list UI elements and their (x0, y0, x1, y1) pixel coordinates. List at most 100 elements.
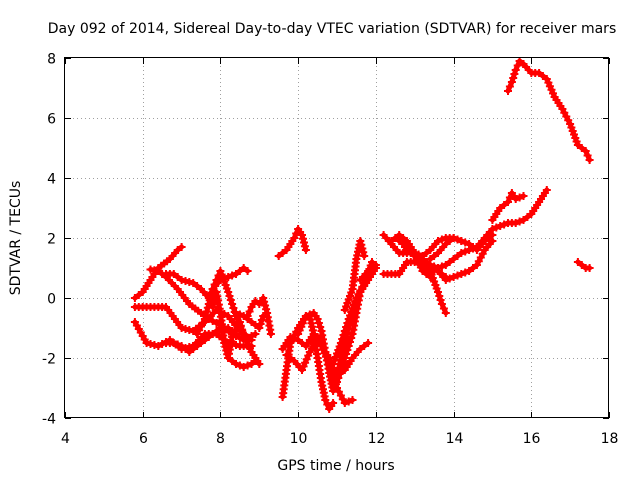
data-series-track-18 (333, 264, 380, 386)
data-point (342, 350, 351, 358)
y-tick-label: -4 (42, 412, 56, 428)
data-point (430, 262, 439, 271)
data-point (229, 304, 238, 312)
data-point (169, 339, 178, 347)
data-point (339, 331, 348, 339)
data-point (434, 264, 442, 272)
data-point (224, 288, 233, 296)
x-axis-label: GPS time / hours (277, 458, 394, 474)
data-point (286, 333, 295, 341)
x-tick-label: 8 (216, 431, 225, 447)
data-point (232, 309, 240, 317)
x-tick-label: 10 (290, 431, 308, 447)
data-point (461, 268, 470, 277)
data-point (333, 378, 341, 386)
data-point (434, 237, 442, 245)
data-point (173, 340, 182, 349)
data-point (439, 304, 448, 313)
y-tick-label: 2 (47, 232, 56, 248)
data-point (255, 324, 264, 332)
data-point (410, 252, 419, 260)
data-point (256, 320, 265, 328)
data-point (509, 74, 518, 82)
data-point (515, 193, 524, 202)
data-series-layer (130, 57, 594, 413)
data-point (519, 192, 528, 200)
data-point (340, 354, 349, 362)
data-point (228, 300, 237, 308)
data-point (585, 264, 594, 272)
data-point (340, 327, 349, 335)
x-tick-label: 18 (601, 431, 619, 447)
data-point (457, 270, 466, 278)
data-point (225, 292, 234, 300)
data-point (210, 280, 219, 289)
data-series-track-22 (379, 237, 497, 284)
y-tick-label: 6 (47, 112, 56, 128)
data-point (510, 70, 519, 78)
data-point (348, 396, 357, 404)
data-point (338, 335, 347, 343)
data-point (585, 156, 594, 164)
data-point (581, 147, 590, 155)
data-point (542, 186, 551, 194)
x-tick-label: 6 (139, 431, 148, 447)
data-series-track-19 (340, 237, 369, 314)
data-point (583, 151, 592, 160)
data-point (251, 357, 260, 365)
x-tick-label: 12 (368, 431, 386, 447)
data-series-track-12 (274, 225, 310, 260)
data-point (243, 267, 252, 275)
data-point (371, 261, 380, 269)
data-point (437, 300, 446, 308)
data-series-track-9 (224, 354, 260, 371)
chart-title: Day 092 of 2014, Sidereal Day-to-day VTE… (48, 21, 616, 37)
data-point (435, 292, 444, 300)
plot-frame (64, 57, 609, 418)
y-tick-label: -2 (42, 352, 56, 368)
data-point (488, 231, 497, 239)
data-series-track-10 (232, 309, 268, 332)
data-point (500, 220, 509, 229)
data-point (340, 399, 349, 407)
data-point (245, 307, 254, 316)
data-point (461, 247, 470, 256)
data-point (360, 252, 369, 260)
data-point (344, 397, 353, 406)
y-tick-label: 4 (47, 172, 56, 188)
data-series-track-11 (243, 294, 275, 338)
data-point (437, 235, 446, 244)
axis-ticks (65, 58, 610, 419)
data-point (453, 235, 462, 244)
data-point (235, 310, 244, 319)
data-point (347, 334, 356, 342)
data-point (212, 276, 221, 284)
data-point (336, 366, 345, 374)
data-point (513, 61, 522, 70)
data-point (449, 273, 458, 281)
data-point (339, 358, 348, 366)
data-series-track-1 (130, 243, 186, 302)
data-point (504, 87, 512, 95)
data-point (235, 361, 244, 370)
data-point (232, 360, 240, 368)
x-tick-label: 14 (446, 431, 464, 447)
data-point (239, 363, 248, 371)
data-point (511, 219, 520, 227)
x-axis-tick-labels: 4 6 8 10 12 14 16 18 (61, 431, 618, 447)
data-point (343, 319, 352, 327)
data-point (515, 217, 524, 226)
data-point (505, 193, 514, 202)
data-point (292, 229, 301, 238)
data-series-track-27 (426, 231, 497, 263)
data-point (316, 323, 325, 331)
data-point (257, 316, 266, 324)
data-point (228, 271, 237, 280)
data-point (492, 223, 501, 232)
data-point (457, 237, 466, 245)
data-point (457, 249, 466, 257)
x-tick-label: 4 (61, 431, 70, 447)
data-point (511, 66, 520, 74)
data-point (507, 78, 516, 86)
